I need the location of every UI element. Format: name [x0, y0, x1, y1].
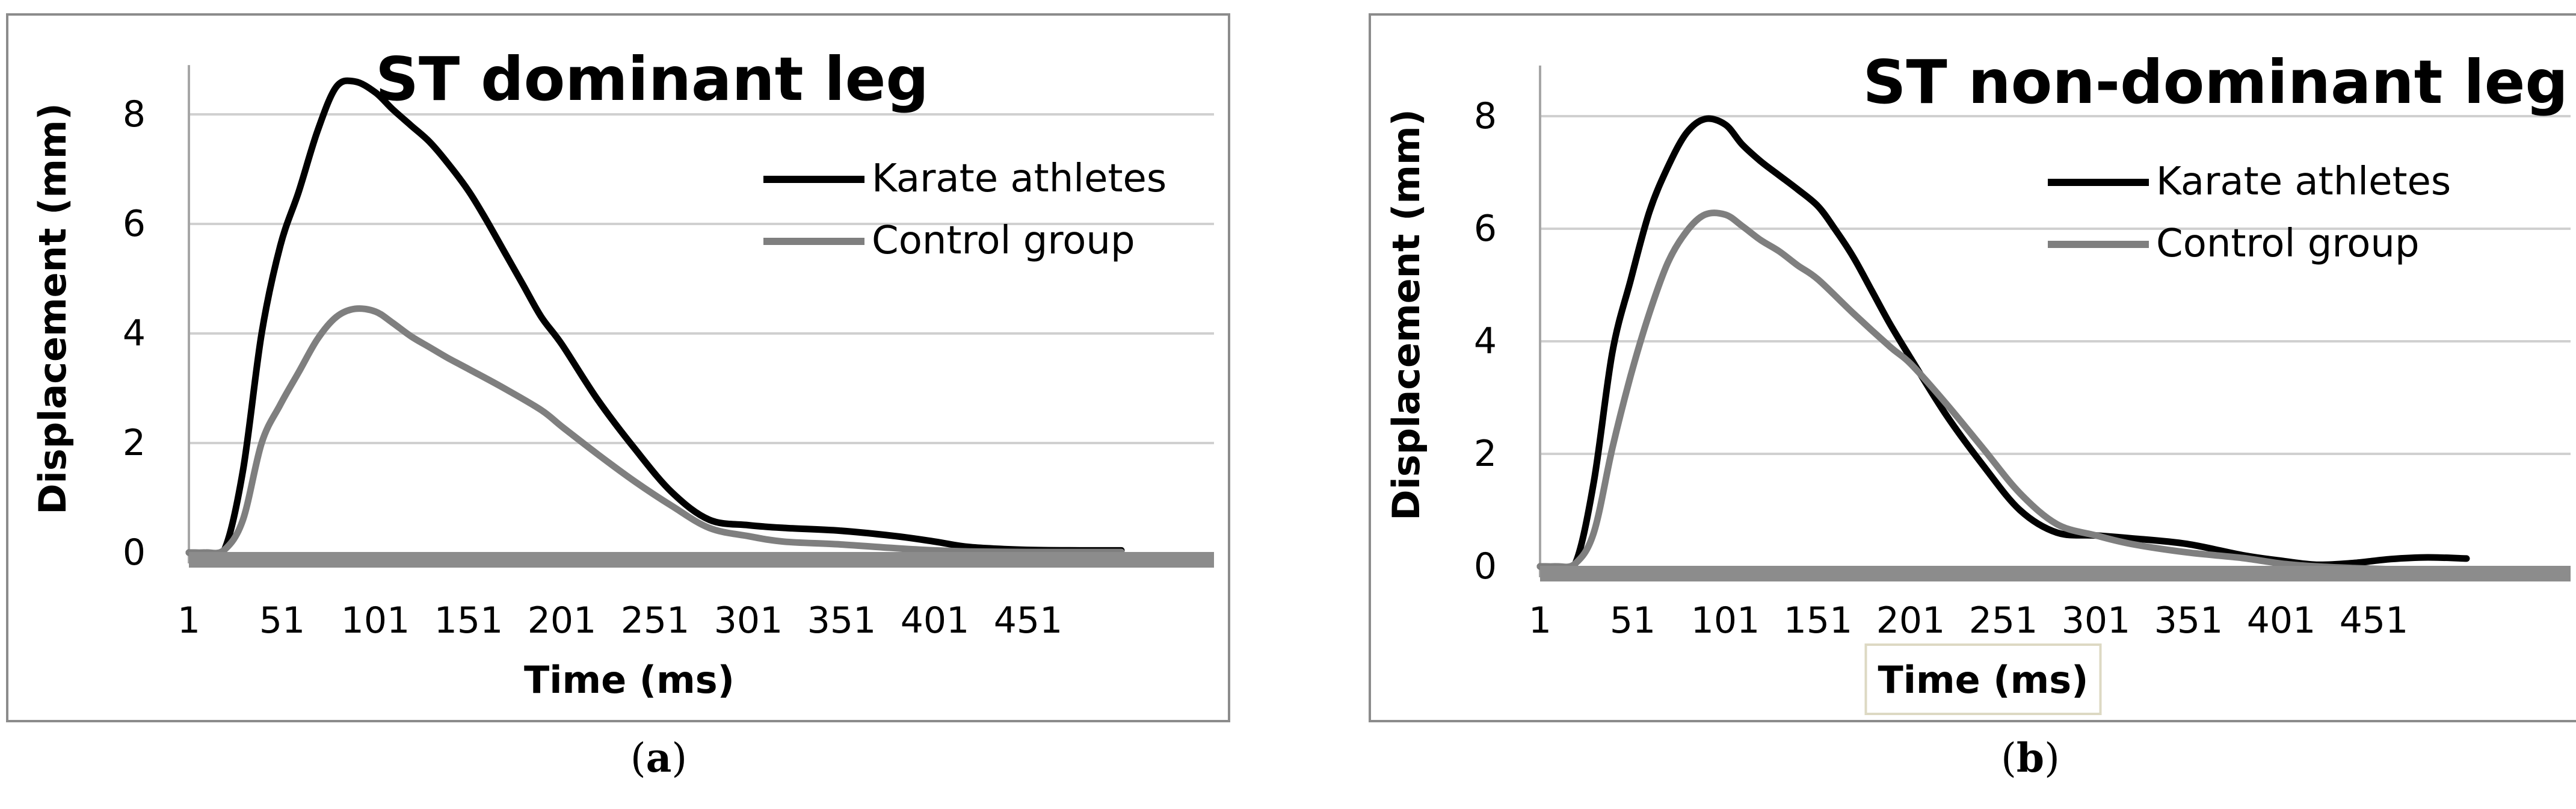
y-tick-label: 4 [1474, 320, 1497, 362]
y-tick-label: 2 [1474, 433, 1497, 475]
x-tick-label: 101 [1691, 600, 1760, 642]
caption-a-label: a [646, 734, 672, 781]
x-axis-label-box [1864, 643, 2102, 715]
x-tick-label: 51 [1610, 600, 1656, 642]
x-tick-label: 151 [434, 600, 504, 642]
x-tick-label: 351 [2154, 600, 2223, 642]
y-tick-label: 6 [1474, 208, 1497, 250]
legend-label: Karate athletes [2156, 160, 2451, 204]
x-axis-label: Time (ms) [524, 658, 735, 702]
x-tick-label: 151 [1784, 600, 1853, 642]
y-tick-label: 6 [123, 203, 146, 245]
caption-a: (a) [630, 734, 688, 781]
legend-label: Karate athletes [872, 157, 1166, 201]
y-axis-label: Displacement (mm) [31, 103, 75, 515]
x-tick-label: 451 [2340, 600, 2409, 642]
legend-label: Control group [872, 219, 1135, 263]
chart-panel-a: 0 2 4 6 8 1 51 101 151 201 251 301 351 401 451 ST domin… [6, 13, 1230, 722]
x-tick-label: 1 [1529, 600, 1551, 642]
y-tick-label: 8 [123, 93, 146, 135]
x-tick-label: 201 [528, 600, 597, 642]
y-tick-label: 0 [123, 532, 146, 574]
y-tick-label: 8 [1474, 95, 1497, 137]
x-tick-label: 301 [2062, 600, 2131, 642]
legend-label: Control group [2156, 222, 2420, 266]
chart-panel-b: 0 2 4 6 8 1 51 101 151 201 251 301 351 401 451 ST non-d… [1369, 13, 2576, 722]
x-tick-label: 51 [259, 600, 305, 642]
caption-b: (b) [2001, 734, 2060, 781]
x-tick-label: 201 [1876, 600, 1946, 642]
x-tick-label: 351 [807, 600, 877, 642]
y-axis-label: Displacement (mm) [1384, 109, 1428, 521]
x-tick-label: 401 [901, 600, 970, 642]
y-tick-label: 0 [1474, 545, 1497, 587]
x-tick-label: 1 [177, 600, 200, 642]
series-line-control-group [1536, 209, 2470, 574]
y-tick-label: 4 [123, 312, 146, 355]
caption-b-label: b [2016, 734, 2045, 781]
series-line-control-group [185, 305, 1125, 557]
x-tick-label: 451 [994, 600, 1063, 642]
chart-title: ST dominant leg [375, 44, 929, 114]
x-tick-label: 251 [1969, 600, 2038, 642]
series-line-karate-athletes [185, 77, 1125, 560]
x-tick-label: 101 [341, 600, 410, 642]
x-tick-label: 401 [2247, 600, 2316, 642]
y-tick-label: 2 [123, 422, 146, 464]
x-tick-label: 251 [621, 600, 690, 642]
x-axis-label: Time (ms) [1878, 658, 2089, 702]
x-tick-label: 301 [714, 600, 783, 642]
chart-title: ST non-dominant leg [1863, 47, 2568, 117]
